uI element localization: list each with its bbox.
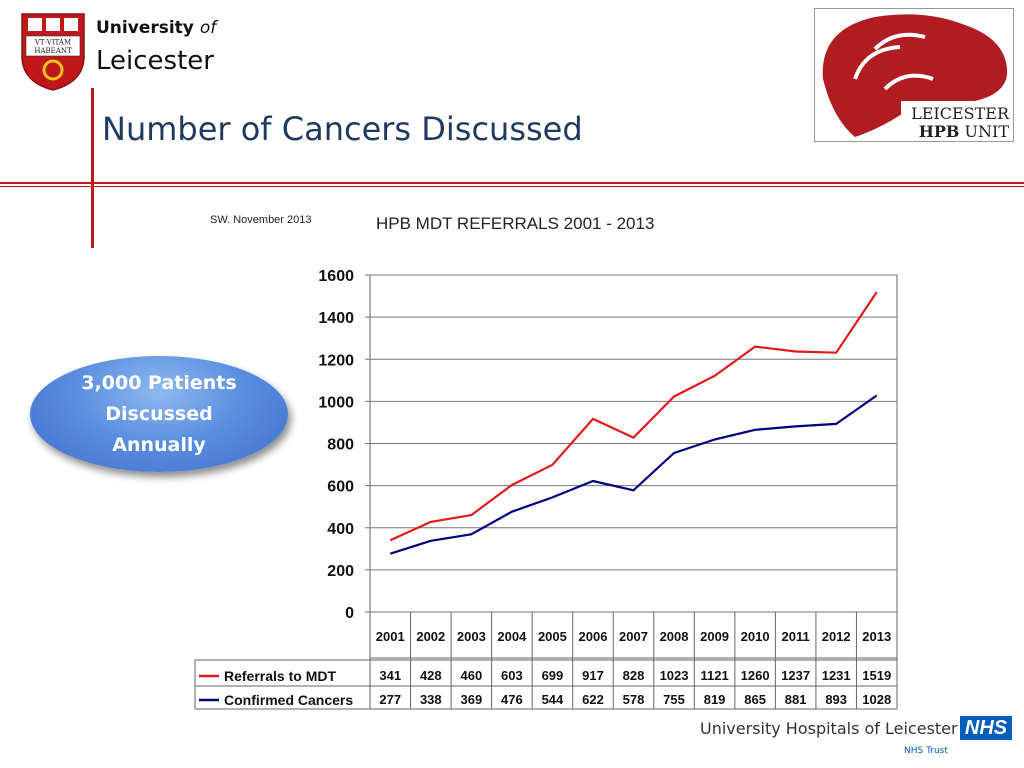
y-tick-label: 1200 <box>318 352 354 369</box>
table-value: 603 <box>501 668 523 683</box>
callout-line-1: 3,000 Patients <box>81 371 237 394</box>
university-city: Leicester <box>96 46 214 76</box>
x-category-label: 2013 <box>862 629 891 644</box>
table-value: 369 <box>460 692 482 707</box>
table-value: 622 <box>582 692 604 707</box>
y-tick-label: 1400 <box>318 310 354 327</box>
hpb-logo-line-2-rest: UNIT <box>965 122 1010 141</box>
table-value: 1028 <box>862 692 891 707</box>
leicester-hpb-unit-logo: LEICESTER HPB UNIT <box>814 8 1014 142</box>
of-word: of <box>199 18 217 38</box>
y-tick-label: 1000 <box>318 394 354 411</box>
table-value: 893 <box>825 692 847 707</box>
table-value: 881 <box>785 692 807 707</box>
nhs-trust-label: NHS Trust <box>904 746 948 756</box>
university-word: University <box>96 18 194 38</box>
table-value: 544 <box>542 692 564 707</box>
vertical-rule <box>91 88 94 248</box>
hospital-trust-name: University Hospitals of Leicester <box>700 719 958 738</box>
crest-motto-line-1: VT·VITAM <box>34 39 71 47</box>
callout-line-3: Annually <box>112 433 206 456</box>
table-value: 338 <box>420 692 442 707</box>
university-name: University of <box>96 18 216 38</box>
table-value: 428 <box>420 668 442 683</box>
x-category-label: 2008 <box>660 629 689 644</box>
y-tick-label: 0 <box>345 605 354 622</box>
table-value: 917 <box>582 668 604 683</box>
nhs-logo: NHS <box>960 716 1012 740</box>
table-value: 1519 <box>862 668 891 683</box>
table-value: 476 <box>501 692 523 707</box>
header-rule-thin <box>0 186 1024 187</box>
y-tick-label: 400 <box>327 521 354 538</box>
table-value: 277 <box>379 692 401 707</box>
x-category-label: 2004 <box>497 629 527 644</box>
y-tick-label: 800 <box>327 437 354 454</box>
table-value: 819 <box>704 692 726 707</box>
table-value: 578 <box>623 692 645 707</box>
university-crest-logo: VT·VITAM HABEANT <box>21 13 85 91</box>
patients-discussed-callout: 3,000 Patients Discussed Annually <box>30 356 288 472</box>
author-date-note: SW. November 2013 <box>210 214 312 226</box>
table-value: 1260 <box>741 668 770 683</box>
x-category-label: 2005 <box>538 629 567 644</box>
x-category-label: 2011 <box>782 629 810 644</box>
x-category-label: 2002 <box>416 629 445 644</box>
x-category-label: 2009 <box>700 629 729 644</box>
series-line-referrals <box>389 291 878 542</box>
table-value: 1231 <box>822 668 851 683</box>
crest-motto-line-2: HABEANT <box>34 47 72 55</box>
y-tick-label: 200 <box>327 563 354 580</box>
y-tick-label: 600 <box>327 479 354 496</box>
legend-label: Confirmed Cancers <box>224 692 353 708</box>
x-category-label: 2006 <box>579 629 608 644</box>
x-category-label: 2007 <box>619 629 648 644</box>
table-value: 865 <box>744 692 766 707</box>
table-value: 699 <box>542 668 564 683</box>
table-value: 828 <box>623 668 645 683</box>
legend-label: Referrals to MDT <box>224 668 336 684</box>
table-value: 755 <box>663 692 685 707</box>
x-category-label: 2003 <box>457 629 486 644</box>
hpb-logo-line-1: LEICESTER <box>911 104 1010 123</box>
callout-line-2: Discussed <box>105 402 213 425</box>
callout-text: 3,000 Patients Discussed Annually <box>69 368 249 461</box>
hpb-logo-line-2: HPB UNIT <box>919 122 1010 141</box>
x-category-label: 2012 <box>822 629 851 644</box>
x-category-label: 2001 <box>376 629 405 644</box>
chart-title: HPB MDT REFERRALS 2001 - 2013 <box>376 214 655 233</box>
series-line-confirmed <box>389 394 878 555</box>
table-value: 1121 <box>700 668 728 683</box>
hpb-logo-line-2-bold: HPB <box>919 122 960 141</box>
table-value: 341 <box>379 668 401 683</box>
y-tick-label: 1600 <box>318 268 354 285</box>
x-category-label: 2010 <box>741 629 770 644</box>
table-value: 1237 <box>781 668 810 683</box>
header-rule <box>0 182 1024 184</box>
table-value: 1023 <box>660 668 689 683</box>
table-value: 460 <box>460 668 482 683</box>
page-title: Number of Cancers Discussed <box>102 110 583 148</box>
